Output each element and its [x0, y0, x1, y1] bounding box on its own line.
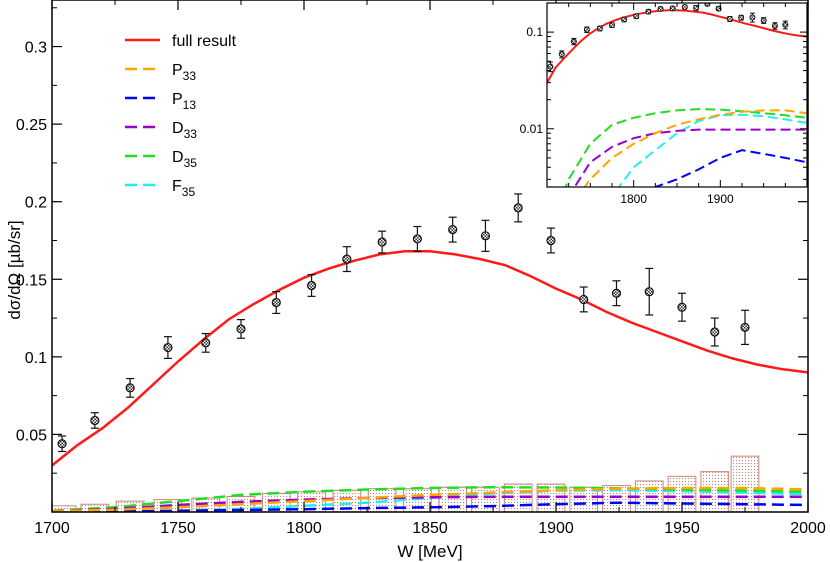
inset-curves [547, 9, 807, 187]
data-point [125, 383, 135, 393]
inset-data-point [633, 13, 640, 20]
legend-label-D33: D33 [172, 120, 197, 141]
series-line-full [52, 250, 808, 467]
x-tick-label: 2000 [790, 520, 826, 537]
inset-axes: 1800 1900 0.01 0.1 [520, 2, 808, 206]
data-point [163, 342, 173, 353]
y-tick-label: 0.15 [16, 272, 47, 289]
y-tick-label: 0.2 [25, 195, 47, 212]
data-point [377, 237, 387, 247]
legend-label-D35: D35 [172, 149, 197, 170]
inset-series-line-full [547, 9, 807, 84]
data-point [710, 327, 720, 337]
main-curves [52, 250, 808, 512]
data-point [57, 439, 67, 449]
data-point [611, 288, 622, 298]
inset-series-line-D35 [564, 108, 807, 187]
inset-data-point [609, 22, 615, 29]
inset-data-point [583, 26, 590, 33]
y-tick-label: 0.05 [16, 427, 47, 444]
data-point [740, 322, 750, 332]
data-point [201, 338, 211, 348]
data-point [480, 231, 491, 241]
inset-data-point [771, 22, 778, 29]
inset-log-plot: 1800 1900 0.01 0.1 [520, 2, 808, 206]
inset-x-tick-label: 1800 [620, 192, 647, 206]
data-point [342, 254, 352, 264]
inset-series-line-D33 [573, 128, 807, 187]
x-tick-label: 1900 [538, 520, 574, 537]
inset-series-line-P33 [583, 109, 807, 187]
inset-data-point [704, 3, 711, 7]
x-tick-label: 1800 [286, 520, 322, 537]
data-point [271, 297, 281, 308]
y-tick-label: 0.25 [16, 117, 47, 134]
legend-label-P33: P33 [172, 62, 196, 83]
inset-y-tick-label: 0.1 [526, 25, 543, 39]
data-point [513, 203, 523, 213]
main-axes: 1700 1750 1800 1850 1900 1950 2000 0.05 0.1 0.15 0… [16, 0, 826, 537]
inset-data-point [738, 14, 745, 21]
x-tick-label: 1700 [34, 520, 70, 537]
inset-data-point [681, 3, 688, 10]
inset-series-line-P13 [653, 149, 807, 187]
data-point [236, 324, 246, 334]
y-tick-label: 0.3 [25, 40, 47, 57]
inset-data-point [596, 25, 603, 32]
inset-data-point [547, 63, 554, 70]
x-tick-label: 1850 [412, 520, 448, 537]
data-point [644, 287, 654, 297]
y-tick-label: 0.1 [25, 350, 47, 367]
legend-label-F35: F35 [172, 178, 195, 199]
data-point [677, 302, 687, 312]
inset-data-points [547, 3, 789, 73]
inset-data-point [726, 15, 733, 22]
data-point [579, 294, 589, 305]
data-point [546, 235, 556, 246]
y-axis-label: dσ/dΩ [µb/sr] [5, 220, 24, 319]
inset-data-point [749, 14, 756, 21]
legend-label-P13: P13 [172, 91, 196, 112]
sys-bar [471, 486, 500, 512]
x-axis-label: W [MeV] [397, 542, 462, 561]
legend: full result P33 P13 D33 D35 F35 [125, 33, 237, 199]
inset-data-point [645, 8, 652, 15]
inset-data-point [760, 17, 767, 24]
sys-bar [438, 486, 468, 512]
data-point [90, 415, 100, 426]
inset-data-point [782, 21, 789, 28]
legend-label-full: full result [172, 33, 237, 50]
inset-x-tick-label: 1900 [707, 192, 734, 206]
data-points [57, 193, 750, 453]
inset-y-tick-label: 0.01 [520, 122, 544, 136]
inset-data-point [693, 4, 700, 11]
sys-bar [730, 455, 760, 512]
inset-data-point [669, 5, 676, 12]
series-line-D35 [52, 485, 808, 512]
inset-data-point [657, 5, 664, 12]
x-tick-label: 1750 [160, 520, 196, 537]
x-tick-label: 1950 [664, 520, 700, 537]
inset-data-point [570, 38, 577, 45]
data-point [448, 225, 458, 235]
data-point [412, 234, 422, 244]
data-point [306, 280, 317, 291]
inset-data-point [621, 16, 628, 23]
inset-data-point [558, 51, 565, 58]
